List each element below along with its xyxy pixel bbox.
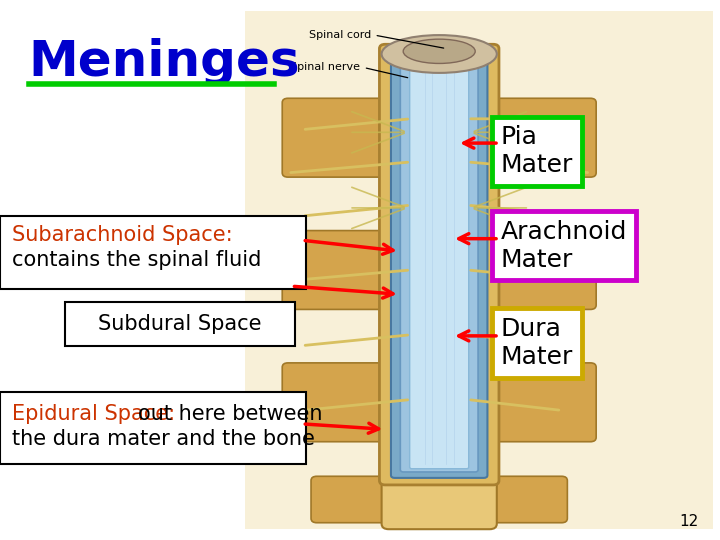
FancyBboxPatch shape <box>282 363 410 442</box>
Text: Dura
Mater: Dura Mater <box>500 317 573 369</box>
FancyBboxPatch shape <box>379 44 499 485</box>
Text: the dura mater and the bone: the dura mater and the bone <box>12 429 315 449</box>
Text: 12: 12 <box>679 514 698 529</box>
FancyBboxPatch shape <box>469 476 567 523</box>
Text: Epidural Space:: Epidural Space: <box>12 404 176 424</box>
Text: Subarachnoid Space:: Subarachnoid Space: <box>12 225 233 245</box>
FancyBboxPatch shape <box>382 78 497 197</box>
FancyBboxPatch shape <box>245 11 713 529</box>
FancyBboxPatch shape <box>391 51 487 478</box>
FancyBboxPatch shape <box>382 470 497 529</box>
FancyBboxPatch shape <box>410 60 469 469</box>
FancyBboxPatch shape <box>65 302 295 346</box>
Text: Spinal nerve: Spinal nerve <box>290 62 360 72</box>
Text: Pia
Mater: Pia Mater <box>500 125 573 177</box>
Text: Subdural Space: Subdural Space <box>98 314 262 334</box>
Text: Arachnoid
Mater: Arachnoid Mater <box>500 220 627 272</box>
FancyBboxPatch shape <box>469 98 596 177</box>
FancyBboxPatch shape <box>311 476 409 523</box>
FancyBboxPatch shape <box>0 392 306 464</box>
FancyBboxPatch shape <box>469 363 596 442</box>
Text: Spinal cord: Spinal cord <box>309 30 371 39</box>
Ellipse shape <box>403 39 475 64</box>
FancyBboxPatch shape <box>282 98 410 177</box>
Ellipse shape <box>382 35 497 73</box>
FancyBboxPatch shape <box>382 343 497 462</box>
FancyBboxPatch shape <box>400 57 478 472</box>
FancyBboxPatch shape <box>282 231 410 309</box>
FancyBboxPatch shape <box>0 216 306 289</box>
Text: contains the spinal fluid: contains the spinal fluid <box>12 250 261 270</box>
FancyBboxPatch shape <box>382 211 497 329</box>
Text: Meninges: Meninges <box>29 38 300 86</box>
Text: out here between: out here between <box>138 404 323 424</box>
FancyBboxPatch shape <box>469 231 596 309</box>
